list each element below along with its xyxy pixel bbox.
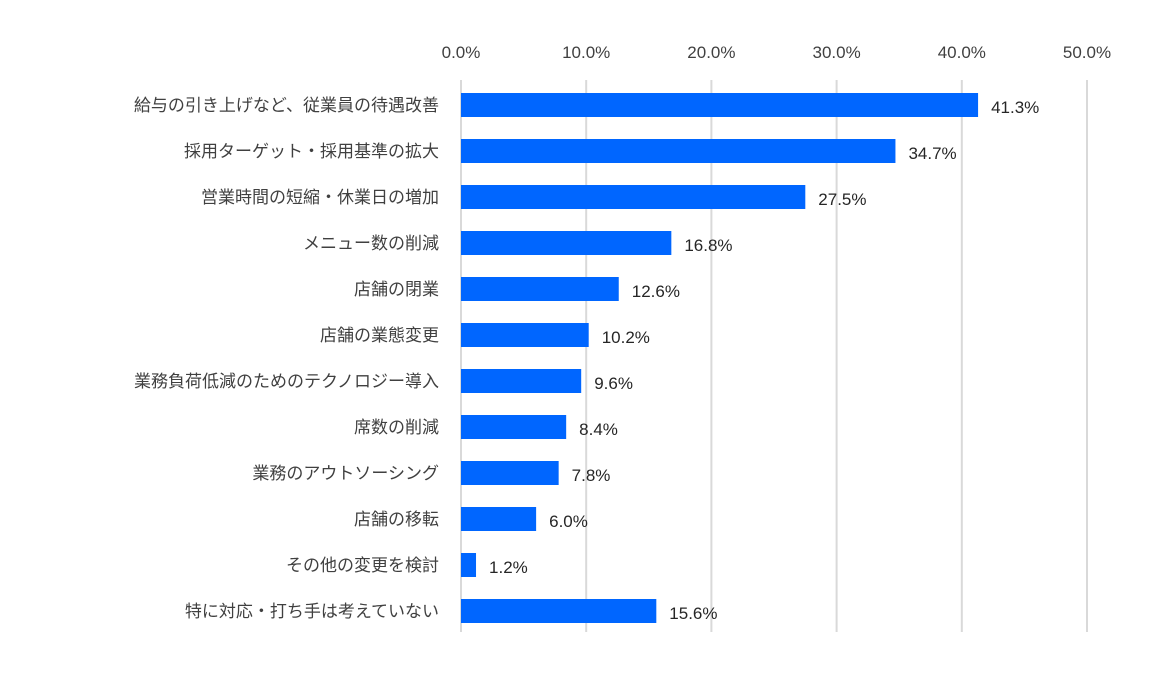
data-label: 34.7% (908, 144, 956, 163)
category-label: 特に対応・打ち手は考えていない (185, 602, 439, 622)
category-label: 店舗の業態変更 (320, 326, 439, 346)
category-label: 採用ターゲット・採用基準の拡大 (184, 142, 439, 162)
category-label: メニュー数の削減 (303, 234, 439, 254)
data-label: 15.6% (669, 604, 717, 623)
bar (461, 507, 537, 531)
x-tick-label: 50.0% (1063, 43, 1111, 62)
data-label: 9.6% (594, 374, 633, 393)
bar (461, 185, 806, 209)
data-label: 10.2% (602, 328, 650, 347)
x-tick-label: 30.0% (812, 43, 860, 62)
bar (461, 415, 567, 439)
category-label: 席数の削減 (354, 418, 439, 438)
bar (461, 553, 477, 577)
bar (461, 323, 589, 347)
x-tick-label: 40.0% (938, 43, 986, 62)
category-label: 業務負荷低減のためのテクノロジー導入 (134, 372, 439, 392)
x-tick-label: 0.0% (442, 43, 481, 62)
bar (461, 599, 657, 623)
x-tick-label: 20.0% (687, 43, 735, 62)
data-label: 8.4% (579, 420, 618, 439)
data-label: 27.5% (818, 190, 866, 209)
data-label: 7.8% (572, 466, 611, 485)
bar (461, 231, 672, 255)
category-label: 営業時間の短縮・休業日の増加 (201, 188, 439, 208)
bar (461, 369, 582, 393)
category-label: 給与の引き上げなど、従業員の待遇改善 (134, 96, 439, 116)
category-label: 業務のアウトソーシング (252, 464, 439, 484)
bar (461, 277, 619, 301)
data-label: 6.0% (549, 512, 588, 531)
bar (461, 461, 559, 485)
bar (461, 93, 979, 117)
category-label: 店舗の閉業 (354, 280, 439, 300)
data-label: 1.2% (489, 558, 528, 577)
data-label: 41.3% (991, 98, 1039, 117)
x-tick-label: 10.0% (562, 43, 610, 62)
data-label: 12.6% (632, 282, 680, 301)
data-label: 16.8% (684, 236, 732, 255)
category-label: その他の変更を検討 (286, 556, 439, 576)
bar (461, 139, 896, 163)
category-label: 店舗の移転 (354, 510, 439, 530)
